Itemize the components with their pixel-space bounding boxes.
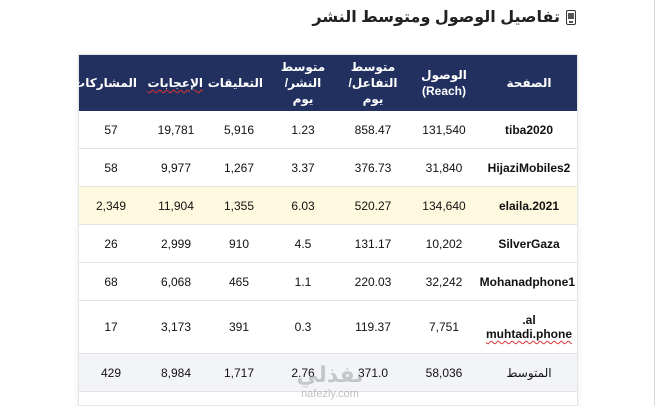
cell-shares: 2,349 bbox=[79, 186, 143, 225]
table-row-average: المتوسط 58,036 371.0 2.76 1,717 8,984 42… bbox=[79, 353, 577, 392]
cell-avg-posts: 6.03 bbox=[269, 186, 337, 225]
cell-shares: 429 bbox=[79, 353, 143, 392]
cell-comments: 1,267 bbox=[209, 148, 269, 187]
cell-avg-engagement: 858.47 bbox=[337, 111, 409, 149]
cell-comments: 1,717 bbox=[209, 353, 269, 392]
cell-comments: 910 bbox=[209, 224, 269, 263]
header-reach: الوصول (Reach) bbox=[409, 55, 479, 111]
cell-avg-engagement: 371.0 bbox=[337, 353, 409, 392]
section-title-text: تفاصيل الوصول ومتوسط النشر bbox=[312, 9, 560, 26]
cell-shares: 57 bbox=[79, 111, 143, 149]
table-row: al. muhtadi.phone 7,751 119.37 0.3 391 3… bbox=[79, 300, 577, 354]
cell-avg-posts: 1.23 bbox=[269, 111, 337, 149]
cell-page: SilverGaza bbox=[479, 224, 577, 263]
cell-reach: 7,751 bbox=[409, 300, 479, 354]
cell-page: al. muhtadi.phone bbox=[479, 300, 577, 354]
cell-reach: 134,640 bbox=[409, 186, 479, 225]
table-row-highlighted: elaila.2021 134,640 520.27 6.03 1,355 11… bbox=[79, 186, 577, 225]
table-header-row: الصفحة الوصول (Reach) متوسط التفاعل/يوم مت… bbox=[79, 55, 577, 111]
cell-comments: 391 bbox=[209, 300, 269, 354]
header-comments: التعليقات bbox=[208, 55, 269, 111]
cell-avg-engagement: 520.27 bbox=[337, 186, 409, 225]
cell-likes: 3,173 bbox=[143, 300, 209, 354]
table-row: SilverGaza 10,202 131.17 4.5 910 2,999 2… bbox=[79, 224, 577, 263]
cell-comments: 465 bbox=[209, 262, 269, 301]
header-avg-posts: متوسط النشر/يوم bbox=[269, 55, 337, 111]
cell-likes: 19,781 bbox=[143, 111, 209, 149]
cell-comments: 5,916 bbox=[209, 111, 269, 149]
cell-reach: 31,840 bbox=[409, 148, 479, 187]
cell-page: tiba2020 bbox=[479, 111, 577, 149]
cell-likes: 2,999 bbox=[143, 224, 209, 263]
header-shares: المشاركات bbox=[79, 55, 143, 111]
cell-avg-engagement: 119.37 bbox=[337, 300, 409, 354]
cell-shares: 26 bbox=[79, 224, 143, 263]
mobile-phone-icon bbox=[566, 9, 576, 25]
cell-page: المتوسط bbox=[479, 353, 577, 392]
cell-shares: 17 bbox=[79, 300, 143, 354]
cell-avg-engagement: 131.17 bbox=[337, 224, 409, 263]
cell-reach: 58,036 bbox=[409, 353, 479, 392]
cell-reach: 131,540 bbox=[409, 111, 479, 149]
cell-avg-engagement: 376.73 bbox=[337, 148, 409, 187]
cell-shares: 58 bbox=[79, 148, 143, 187]
cell-avg-posts: 4.5 bbox=[269, 224, 337, 263]
header-likes: الإعجابات bbox=[143, 55, 209, 111]
header-avg-engagement: متوسط التفاعل/يوم bbox=[337, 55, 409, 111]
table-row: tiba2020 131,540 858.47 1.23 5,916 19,78… bbox=[79, 111, 577, 149]
cell-avg-posts: 2.76 bbox=[269, 353, 337, 392]
cell-reach: 32,242 bbox=[409, 262, 479, 301]
cell-avg-engagement: 220.03 bbox=[337, 262, 409, 301]
cell-page: elaila.2021 bbox=[479, 186, 577, 225]
header-page: الصفحة bbox=[479, 55, 577, 111]
table-row: Mohanadphone1 32,242 220.03 1.1 465 6,06… bbox=[79, 262, 577, 301]
reach-table: الصفحة الوصول (Reach) متوسط التفاعل/يوم مت… bbox=[79, 55, 577, 392]
cell-likes: 11,904 bbox=[143, 186, 209, 225]
cell-comments: 1,355 bbox=[209, 186, 269, 225]
table-row: HijaziMobiles2 31,840 376.73 3.37 1,267 … bbox=[79, 148, 577, 187]
cell-shares: 68 bbox=[79, 262, 143, 301]
cell-page: Mohanadphone1 bbox=[479, 262, 577, 301]
cell-likes: 9,977 bbox=[143, 148, 209, 187]
cell-avg-posts: 1.1 bbox=[269, 262, 337, 301]
cell-page: HijaziMobiles2 bbox=[479, 148, 577, 187]
cell-avg-posts: 3.37 bbox=[269, 148, 337, 187]
cell-likes: 8,984 bbox=[143, 353, 209, 392]
cell-reach: 10,202 bbox=[409, 224, 479, 263]
cell-avg-posts: 0.3 bbox=[269, 300, 337, 354]
section-title: تفاصيل الوصول ومتوسط النشر bbox=[312, 7, 576, 27]
reach-table-card: الصفحة الوصول (Reach) متوسط التفاعل/يوم مت… bbox=[78, 54, 578, 406]
cell-likes: 6,068 bbox=[143, 262, 209, 301]
